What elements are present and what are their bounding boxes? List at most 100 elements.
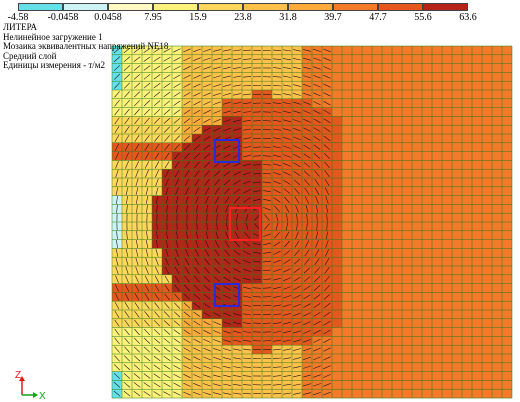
- direction-mark: [173, 338, 181, 344]
- mosaic-cell: [402, 274, 412, 284]
- mosaic-cell: [482, 371, 492, 381]
- direction-mark: [233, 339, 241, 342]
- mosaic-cell: [412, 345, 422, 355]
- direction-mark: [185, 248, 189, 257]
- mosaic-cell: [352, 178, 362, 187]
- mosaic-cell: [482, 327, 492, 337]
- direction-mark: [213, 267, 221, 274]
- mosaic-cell: [502, 362, 512, 372]
- mosaic-cell: [352, 204, 362, 214]
- mosaic-cell: [432, 186, 442, 196]
- mosaic-cell: [372, 98, 382, 108]
- mosaic-cell: [502, 248, 512, 258]
- mosaic-cell: [392, 81, 402, 91]
- direction-mark: [115, 187, 119, 196]
- direction-mark: [293, 267, 301, 273]
- direction-mark: [135, 275, 139, 283]
- direction-mark: [183, 302, 191, 309]
- direction-mark: [184, 152, 190, 160]
- mosaic-cell: [482, 54, 492, 64]
- direction-mark: [305, 204, 309, 213]
- mosaic-cell: [362, 257, 372, 267]
- mosaic-cell: [422, 292, 432, 302]
- direction-mark: [194, 258, 200, 266]
- mosaic-cell: [422, 354, 432, 363]
- direction-mark: [242, 102, 252, 104]
- direction-mark: [272, 58, 282, 60]
- mosaic-cell: [462, 98, 472, 108]
- mosaic-cell: [332, 151, 342, 161]
- mosaic-cell: [482, 362, 492, 372]
- direction-mark: [176, 204, 178, 213]
- mosaic-cell: [352, 222, 362, 231]
- direction-mark: [243, 259, 251, 264]
- mosaic-cell: [362, 116, 372, 126]
- direction-mark: [243, 295, 251, 298]
- direction-mark: [263, 190, 271, 193]
- direction-mark: [165, 248, 169, 257]
- direction-mark: [283, 119, 291, 123]
- legend-swatch: [288, 3, 333, 11]
- mosaic-cell: [412, 160, 422, 170]
- direction-mark: [272, 348, 282, 351]
- direction-mark: [153, 346, 161, 353]
- mosaic-cell: [452, 72, 462, 82]
- mosaic-cell: [502, 116, 512, 126]
- mosaic-cell: [412, 301, 422, 311]
- direction-mark: [243, 304, 251, 307]
- direction-mark: [225, 204, 229, 213]
- direction-mark: [233, 75, 241, 78]
- direction-mark: [236, 213, 238, 222]
- mosaic-cell: [382, 90, 392, 99]
- mosaic-cell: [332, 371, 342, 381]
- direction-mark: [183, 118, 191, 124]
- mosaic-cell: [392, 204, 402, 214]
- direction-mark: [193, 135, 201, 142]
- mosaic-cell: [462, 116, 472, 126]
- direction-mark: [253, 198, 261, 202]
- mosaic-cell: [502, 283, 512, 293]
- direction-mark: [193, 320, 201, 326]
- direction-mark: [313, 276, 321, 283]
- mosaic-cell: [402, 63, 412, 73]
- mosaic-cell: [422, 46, 432, 55]
- mosaic-cell: [412, 327, 422, 337]
- direction-mark: [282, 392, 292, 395]
- mosaic-cell: [422, 327, 432, 337]
- direction-mark: [303, 110, 311, 114]
- mosaic-cell: [402, 160, 412, 170]
- mosaic-cell: [432, 125, 442, 135]
- mosaic-cell: [492, 345, 502, 355]
- direction-mark: [213, 66, 221, 70]
- direction-mark: [313, 109, 321, 115]
- mosaic-cell: [362, 178, 372, 187]
- mosaic-cell: [482, 354, 492, 363]
- mosaic-cell: [502, 186, 512, 196]
- direction-mark: [113, 364, 121, 371]
- mosaic-cell: [392, 354, 402, 363]
- mosaic-cell: [382, 98, 392, 108]
- direction-mark: [134, 284, 140, 292]
- mosaic-cell: [382, 195, 392, 205]
- direction-mark: [213, 101, 221, 105]
- mosaic-cell: [412, 116, 422, 126]
- direction-mark: [165, 257, 169, 266]
- direction-mark: [193, 356, 201, 361]
- direction-mark: [113, 47, 121, 54]
- direction-mark: [206, 213, 208, 222]
- mosaic-cell: [412, 151, 422, 161]
- direction-mark: [283, 286, 291, 290]
- direction-mark: [163, 311, 171, 318]
- direction-mark: [113, 390, 121, 397]
- direction-mark: [303, 162, 311, 168]
- direction-mark: [134, 302, 140, 310]
- mosaic-cell: [492, 354, 502, 363]
- direction-mark: [184, 284, 190, 292]
- direction-mark: [203, 92, 211, 97]
- mosaic-cell: [492, 266, 502, 275]
- direction-mark: [272, 393, 282, 395]
- mosaic-cell: [492, 186, 502, 196]
- direction-mark: [272, 111, 282, 113]
- mosaic-cell: [392, 107, 402, 117]
- direction-mark: [264, 223, 270, 230]
